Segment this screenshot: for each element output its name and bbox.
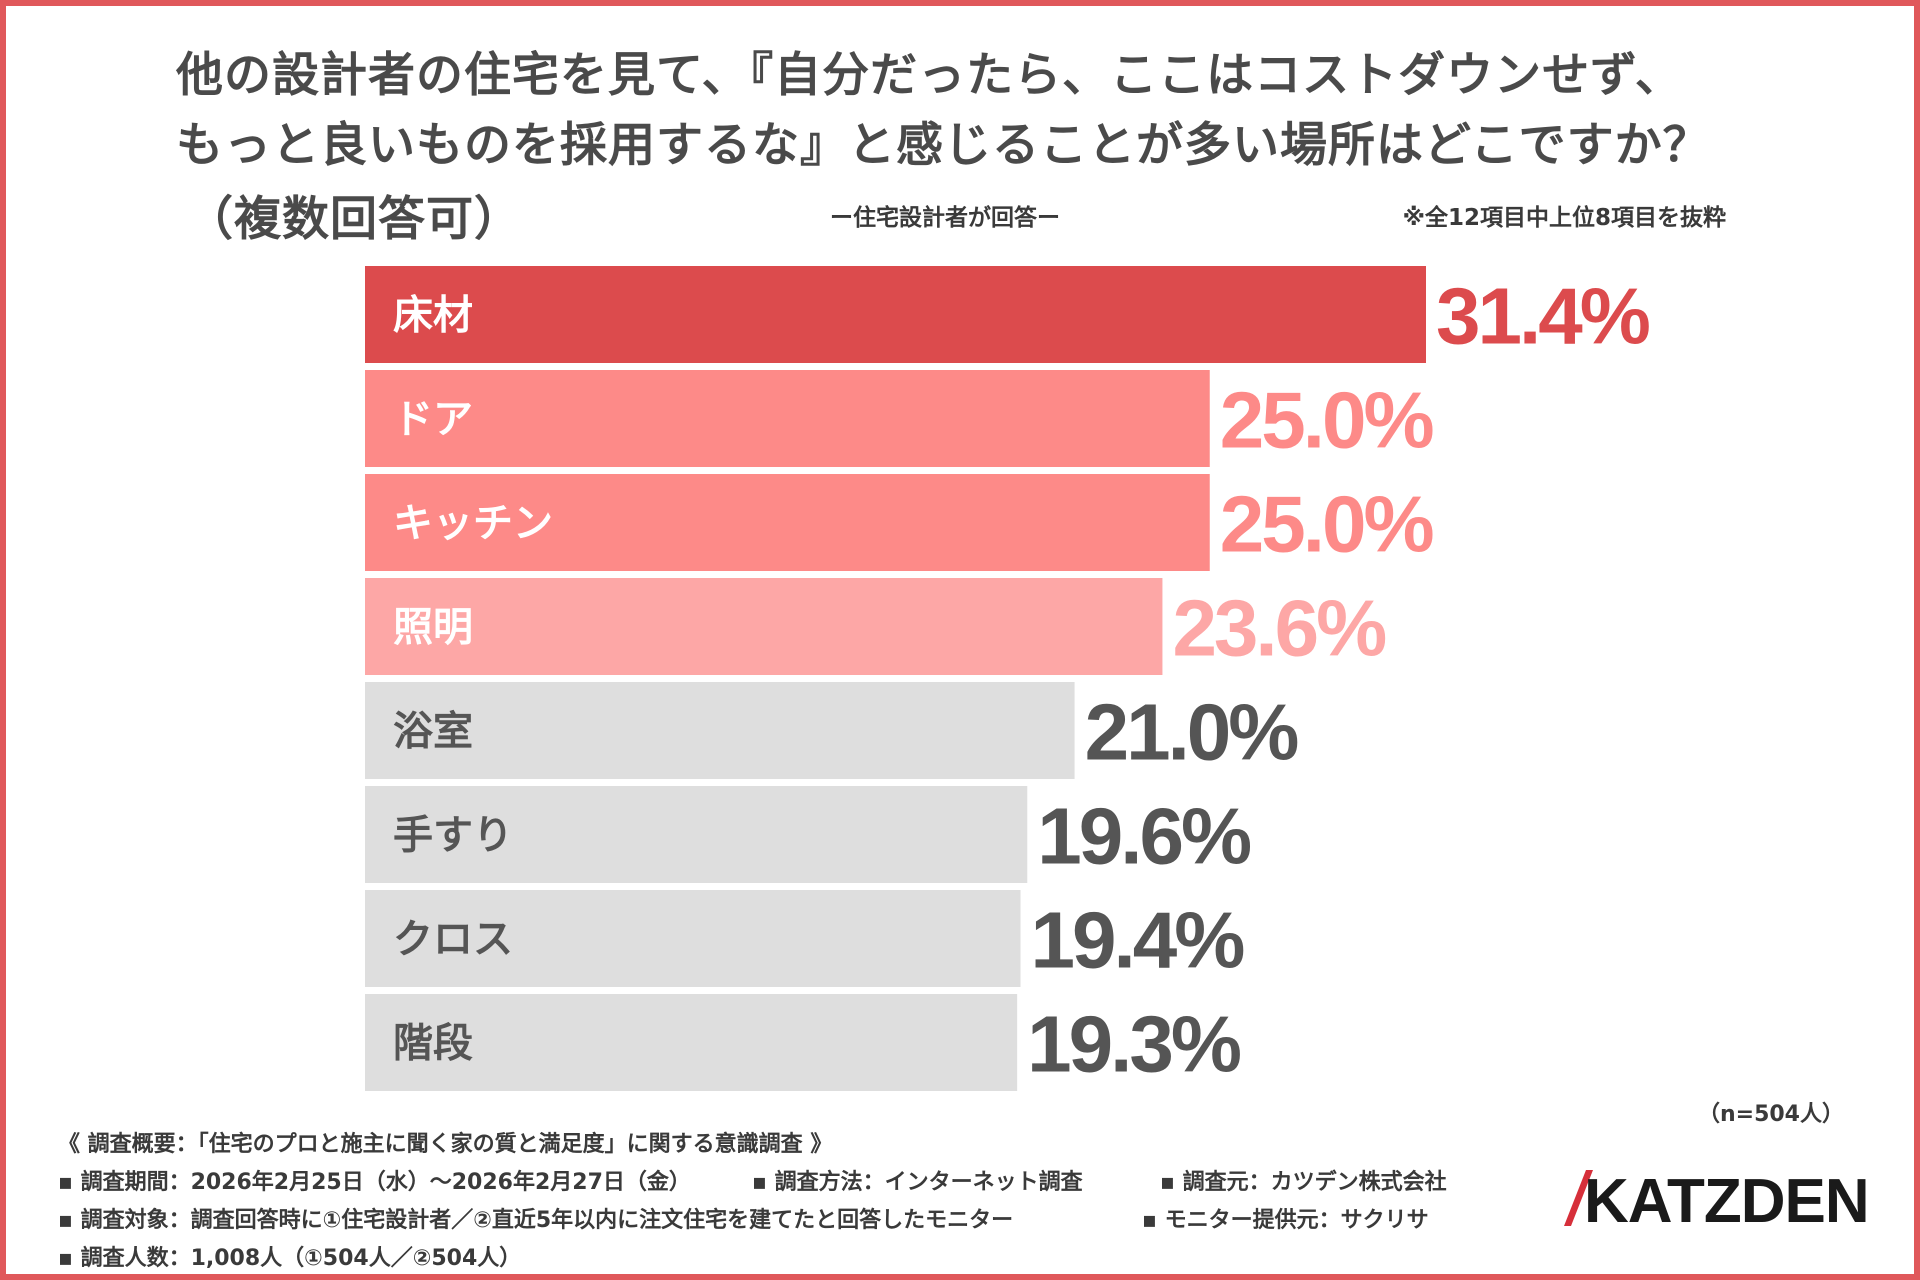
value-label-0: 31.4% [1436, 272, 1650, 361]
chart-title-line-2: もっと良いものを採用するな』と感じることが多い場所はどこですか？ [176, 118, 1711, 173]
bar-0 [365, 266, 1426, 363]
category-label-0: 床材 [393, 293, 473, 339]
value-label-6: 19.4% [1031, 896, 1245, 985]
category-label-5: 手すり [393, 813, 513, 859]
survey-summary-heading: 《 調査概要：「住宅のプロと施主に聞く家の質と満足度」に関する意識調査 》 [58, 1132, 833, 1157]
survey-method: ▪ 調査方法：インターネット調査 [752, 1170, 1083, 1195]
bar-3 [365, 578, 1163, 675]
logo-text: KATZDEN [1584, 1167, 1869, 1234]
chart-subtitle: ー住宅設計者が回答ー [830, 205, 1060, 231]
chart-title-line-1: 他の設計者の住宅を見て、『自分だったら、ここはコストダウンせず、 [176, 48, 1683, 103]
category-label-3: 照明 [393, 605, 473, 651]
katzden-logo: KATZDEN [1564, 1167, 1870, 1234]
category-label-6: クロス [393, 917, 513, 963]
value-label-2: 25.0% [1220, 480, 1434, 569]
value-label-1: 25.0% [1220, 376, 1434, 465]
category-label-1: ドア [393, 397, 473, 443]
category-label-4: 浴室 [393, 709, 473, 755]
bar-6 [365, 890, 1021, 987]
bar-chart: 床材 31.4% ドア 25.0% キッチン 25.0% 照明 23.6% 浴室 21.0% 手すり… [365, 266, 1653, 1091]
survey-provider: ▪ モニター提供元：サクリサ [1142, 1208, 1429, 1233]
chart-title-line-3: （複数回答可） [186, 192, 522, 247]
survey-target: ▪ 調査対象：調査回答時に①住宅設計者／②直近5年以内に注文住宅を建てたと回答し… [58, 1208, 1014, 1233]
survey-period: ▪ 調査期間：2026年2月25日（水）〜2026年2月27日（金） [58, 1170, 691, 1195]
category-label-7: 階段 [393, 1021, 473, 1067]
value-label-7: 19.3% [1027, 1000, 1241, 1089]
survey-organizer: ▪ 調査元：カツデン株式会社 [1160, 1170, 1447, 1195]
bar-1 [365, 370, 1210, 467]
bar-5 [365, 786, 1028, 883]
bar-4 [365, 682, 1075, 779]
chart-note: ※全12項目中上位8項目を抜粋 [1402, 205, 1726, 231]
value-label-5: 19.6% [1037, 792, 1251, 881]
sample-size: （n=504人） [1697, 1102, 1844, 1127]
value-label-4: 21.0% [1085, 688, 1299, 777]
bar-2 [365, 474, 1210, 571]
category-label-2: キッチン [393, 501, 553, 547]
survey-count: ▪ 調査人数：1,008人（①504人／②504人） [58, 1246, 522, 1271]
value-label-3: 23.6% [1172, 584, 1386, 673]
logo-accent-stroke [1564, 1170, 1593, 1226]
bar-7 [365, 994, 1018, 1091]
